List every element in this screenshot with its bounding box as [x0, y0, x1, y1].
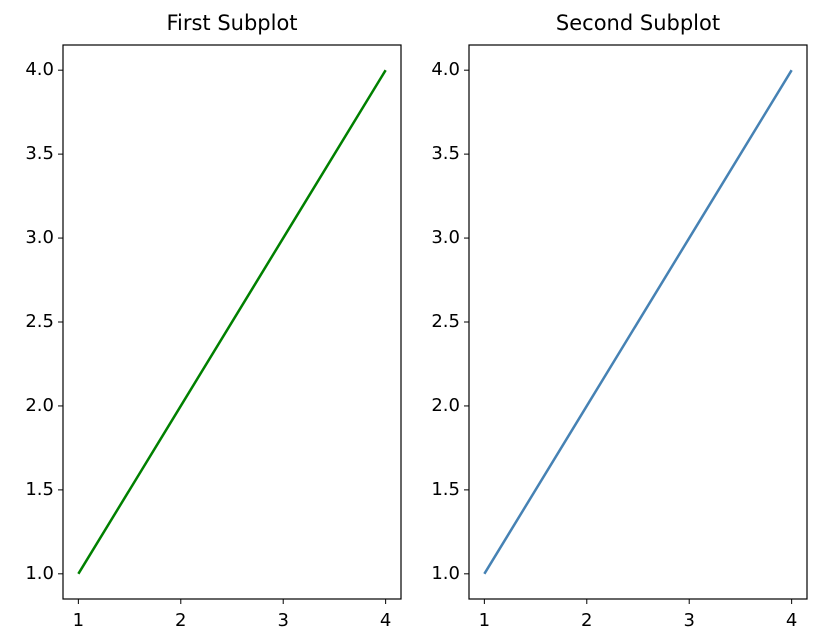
- x-tick-label: 2: [175, 610, 186, 631]
- y-tick-label: 2.0: [25, 395, 54, 416]
- y-tick-label: 4.0: [25, 59, 54, 80]
- x-tick-label: 4: [786, 610, 797, 631]
- y-tick-label: 4.0: [431, 59, 460, 80]
- y-tick-label: 1.0: [431, 563, 460, 584]
- x-tick-label: 2: [581, 610, 592, 631]
- y-tick-label: 1.5: [431, 479, 460, 500]
- x-tick-label: 4: [380, 610, 391, 631]
- chart-title: Second Subplot: [556, 11, 720, 35]
- y-tick-label: 1.0: [25, 563, 54, 584]
- chart-title: First Subplot: [166, 11, 297, 35]
- data-line: [483, 69, 793, 575]
- y-tick-label: 2.5: [431, 311, 460, 332]
- y-tick-label: 3.0: [431, 227, 460, 248]
- data-line: [77, 69, 387, 575]
- y-tick-label: 3.0: [25, 227, 54, 248]
- y-tick-label: 3.5: [25, 143, 54, 164]
- y-tick-label: 3.5: [431, 143, 460, 164]
- axes-frame: [62, 44, 402, 600]
- y-tick-label: 2.0: [431, 395, 460, 416]
- x-tick-label: 1: [479, 610, 490, 631]
- axes-frame: [468, 44, 808, 600]
- y-tick-label: 2.5: [25, 311, 54, 332]
- x-tick-label: 1: [73, 610, 84, 631]
- x-tick-label: 3: [277, 610, 288, 631]
- y-tick-label: 1.5: [25, 479, 54, 500]
- x-tick-label: 3: [683, 610, 694, 631]
